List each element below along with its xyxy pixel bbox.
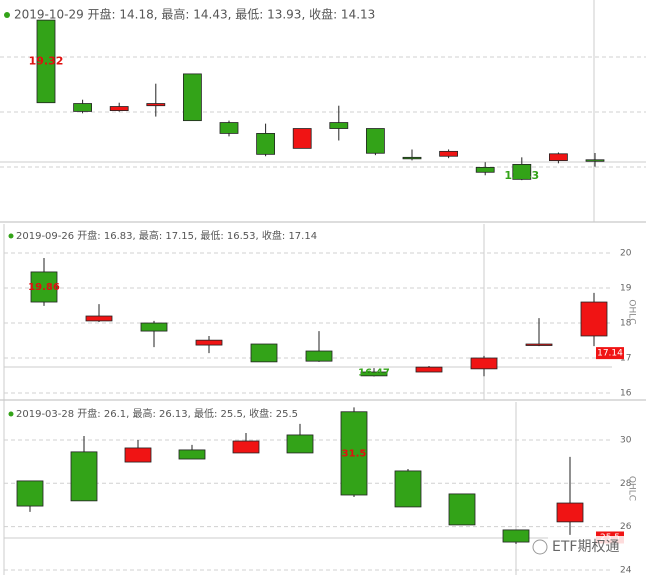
y-tick-label: 18 xyxy=(620,319,632,329)
candle-body xyxy=(73,103,92,112)
candle-body xyxy=(340,411,368,496)
candle-body xyxy=(329,122,349,129)
max-label: 19.86 xyxy=(28,282,60,293)
candle-body xyxy=(146,103,166,107)
min-label: 16.47 xyxy=(358,368,390,379)
candle-body xyxy=(502,529,530,543)
cursor-box xyxy=(596,347,624,360)
header-dot xyxy=(8,233,14,239)
max-label: 19.32 xyxy=(29,54,64,67)
candle-body xyxy=(250,343,278,363)
candle-body xyxy=(402,156,422,160)
candle-body xyxy=(219,122,239,134)
header-dot xyxy=(4,12,10,18)
cursor-label: 17.14 xyxy=(597,349,623,359)
candle-body xyxy=(109,106,129,111)
candle-body xyxy=(475,166,495,173)
candle-body xyxy=(70,451,98,502)
candle-body xyxy=(16,480,44,507)
header: 2019-03-28 开盘: 26.1, 最高: 26.13, 最低: 25.5… xyxy=(16,407,298,420)
y-tick-label: 16 xyxy=(620,389,632,399)
candle-body xyxy=(178,449,206,460)
candle-body xyxy=(256,133,276,155)
y-tick-label: 24 xyxy=(620,566,632,575)
y-axis-label: OHLC xyxy=(627,476,637,501)
candle-body xyxy=(305,350,333,362)
max-label: 31.5 xyxy=(342,448,367,459)
y-axis-label: OHLC xyxy=(627,299,637,324)
candle-body xyxy=(580,301,608,337)
candle-body xyxy=(286,434,314,454)
candle-body xyxy=(360,371,388,377)
y-tick-label: 17 xyxy=(620,354,631,364)
y-tick-label: 28 xyxy=(620,479,632,489)
candle-body xyxy=(512,163,532,180)
candle-body xyxy=(182,73,202,122)
candle-body xyxy=(232,440,260,454)
candle-body xyxy=(549,153,568,161)
candle-body xyxy=(365,128,385,154)
candle-body xyxy=(36,19,56,104)
candle-body xyxy=(525,343,553,346)
min-label: 13.43 xyxy=(504,169,539,182)
header: 2019-10-29 开盘: 14.18, 最高: 14.43, 最低: 13.… xyxy=(14,7,375,22)
candle-body xyxy=(394,470,422,508)
candle-body xyxy=(556,502,584,523)
candle-body xyxy=(30,271,58,303)
candle-body xyxy=(140,322,168,332)
candle-body xyxy=(448,493,476,526)
watermark: ETF期权通 xyxy=(552,539,619,555)
header-dot xyxy=(8,411,14,417)
candle-body xyxy=(85,315,113,322)
candle-body xyxy=(470,357,498,370)
header: 2019-09-26 开盘: 16.83, 最高: 17.15, 最低: 16.… xyxy=(16,229,317,242)
candle-body xyxy=(124,447,152,463)
candle-body xyxy=(415,366,443,373)
y-tick-label: 30 xyxy=(620,435,632,445)
y-tick-label: 26 xyxy=(620,522,632,532)
watermark-icon xyxy=(532,539,548,555)
candle-body xyxy=(439,150,459,157)
candle-body xyxy=(585,159,605,162)
candle-body xyxy=(195,339,223,346)
candle-body xyxy=(292,128,312,149)
watermark-bg xyxy=(548,536,646,558)
y-tick-label: 19 xyxy=(620,284,632,294)
y-tick-label: 20 xyxy=(620,249,632,259)
